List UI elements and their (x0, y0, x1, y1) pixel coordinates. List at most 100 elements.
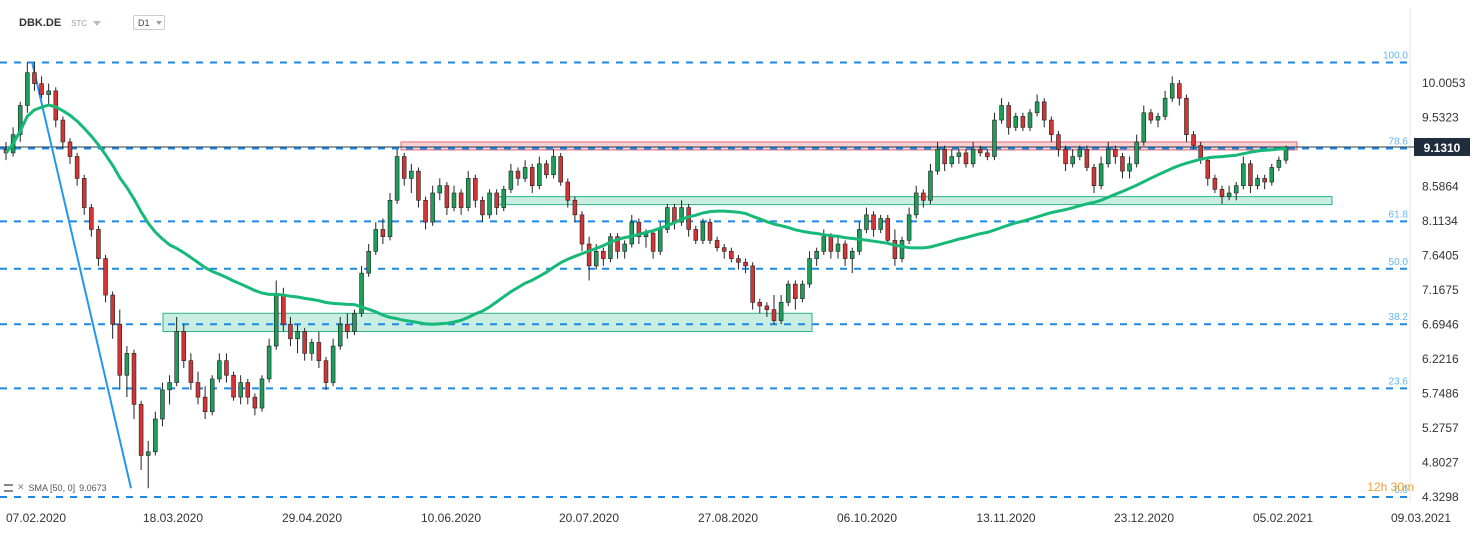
candle-body (153, 418, 158, 453)
time-axis[interactable]: 07.02.2020 18.03.2020 29.04.2020 10.06.2020… (6, 511, 1451, 525)
menu-icon[interactable] (4, 483, 13, 492)
candle-body (252, 396, 258, 409)
candle (970, 141, 976, 168)
fib-label: 0.0 (1394, 485, 1408, 496)
candle (714, 236, 720, 252)
candle (401, 152, 407, 186)
candle-body (416, 170, 421, 201)
candle (686, 203, 691, 237)
candle-body (1127, 163, 1132, 172)
candle-body (793, 283, 798, 299)
candle-body (842, 243, 848, 259)
candle-body (778, 302, 784, 321)
candle (167, 375, 172, 405)
support-zone (162, 312, 813, 333)
candle (387, 192, 393, 241)
candle-body (992, 119, 997, 157)
candle-body (764, 305, 770, 310)
candle-body (771, 309, 777, 321)
candle-body (281, 294, 286, 325)
candle (551, 149, 556, 179)
candle (921, 189, 926, 208)
candle (266, 338, 272, 383)
candle (174, 316, 179, 387)
candle-body (25, 72, 30, 106)
candle-body (593, 251, 599, 267)
candle (586, 236, 592, 281)
candle (650, 229, 656, 259)
price-axis[interactable]: 10.0053 9.5323 8.5864 8.1134 7.6405 7.1675 6.6… (1422, 76, 1466, 504)
fib-label: 61.8 (1389, 209, 1409, 220)
candle-body (46, 90, 51, 95)
candle (1184, 94, 1189, 142)
candle-body (1084, 148, 1090, 168)
candle-body (707, 221, 713, 241)
close-icon[interactable]: ✕ (17, 482, 25, 492)
candle (373, 222, 379, 255)
candle (96, 225, 101, 266)
candle-body (906, 214, 912, 241)
candle (1020, 112, 1026, 132)
candle (515, 167, 521, 186)
candle-body (1205, 159, 1211, 179)
candle (1162, 90, 1168, 121)
candle-body (330, 345, 336, 383)
sma-line (4, 103, 1287, 326)
candle-body (1034, 101, 1040, 114)
candle (117, 309, 123, 390)
y-tick-label: 6.6946 (1422, 318, 1459, 332)
support-zone (494, 196, 1333, 206)
candle (366, 244, 371, 277)
candle-body (544, 163, 549, 176)
candle-body (700, 221, 706, 241)
chevron-down-icon[interactable] (93, 20, 102, 26)
indicator-legend[interactable]: ✕ SMA [50, 0] 9.0673 (4, 482, 107, 493)
candle (529, 163, 535, 193)
current-price-badge: 9.1310 (1414, 137, 1470, 156)
chevron-down-icon (155, 20, 162, 25)
candle-body (458, 192, 464, 208)
trendline[interactable] (31, 61, 132, 489)
instrument-header[interactable]: DBK.DE STC (19, 16, 102, 30)
candle (480, 196, 485, 223)
candle-body (1184, 97, 1189, 135)
candle-body (1219, 189, 1225, 197)
y-tick-label: 5.7486 (1422, 387, 1459, 401)
candle-body (636, 221, 642, 238)
candle (579, 211, 585, 252)
candle-body (949, 156, 955, 165)
candle (800, 280, 805, 303)
candle (565, 178, 571, 208)
candle-body (288, 323, 293, 340)
candle (1233, 182, 1239, 201)
candle-body (537, 163, 542, 186)
candle-body (672, 207, 677, 223)
candle (195, 371, 201, 405)
candle (1098, 156, 1104, 190)
candle (1212, 174, 1218, 193)
price-badge-box (1414, 137, 1470, 156)
candle (245, 378, 251, 405)
candle (67, 138, 73, 164)
candle-body (1070, 156, 1075, 165)
candle-body (1105, 148, 1111, 165)
fib-label: 38.2 (1389, 312, 1409, 323)
x-tick-label: 13.11.2020 (976, 511, 1035, 525)
candle (679, 200, 684, 226)
candle-body (522, 167, 528, 179)
candle (750, 262, 755, 310)
candle (864, 207, 869, 234)
candle (473, 174, 478, 208)
candle-body (565, 181, 571, 201)
candle (416, 167, 421, 208)
candle-body (579, 214, 585, 245)
timeframe-select[interactable]: D1 (133, 15, 165, 30)
sma-path (4, 103, 1287, 326)
candle (409, 163, 414, 193)
candle (949, 149, 955, 168)
candle-body (849, 251, 855, 259)
candle (814, 247, 819, 266)
candle-body (224, 360, 229, 376)
candle (295, 324, 300, 354)
